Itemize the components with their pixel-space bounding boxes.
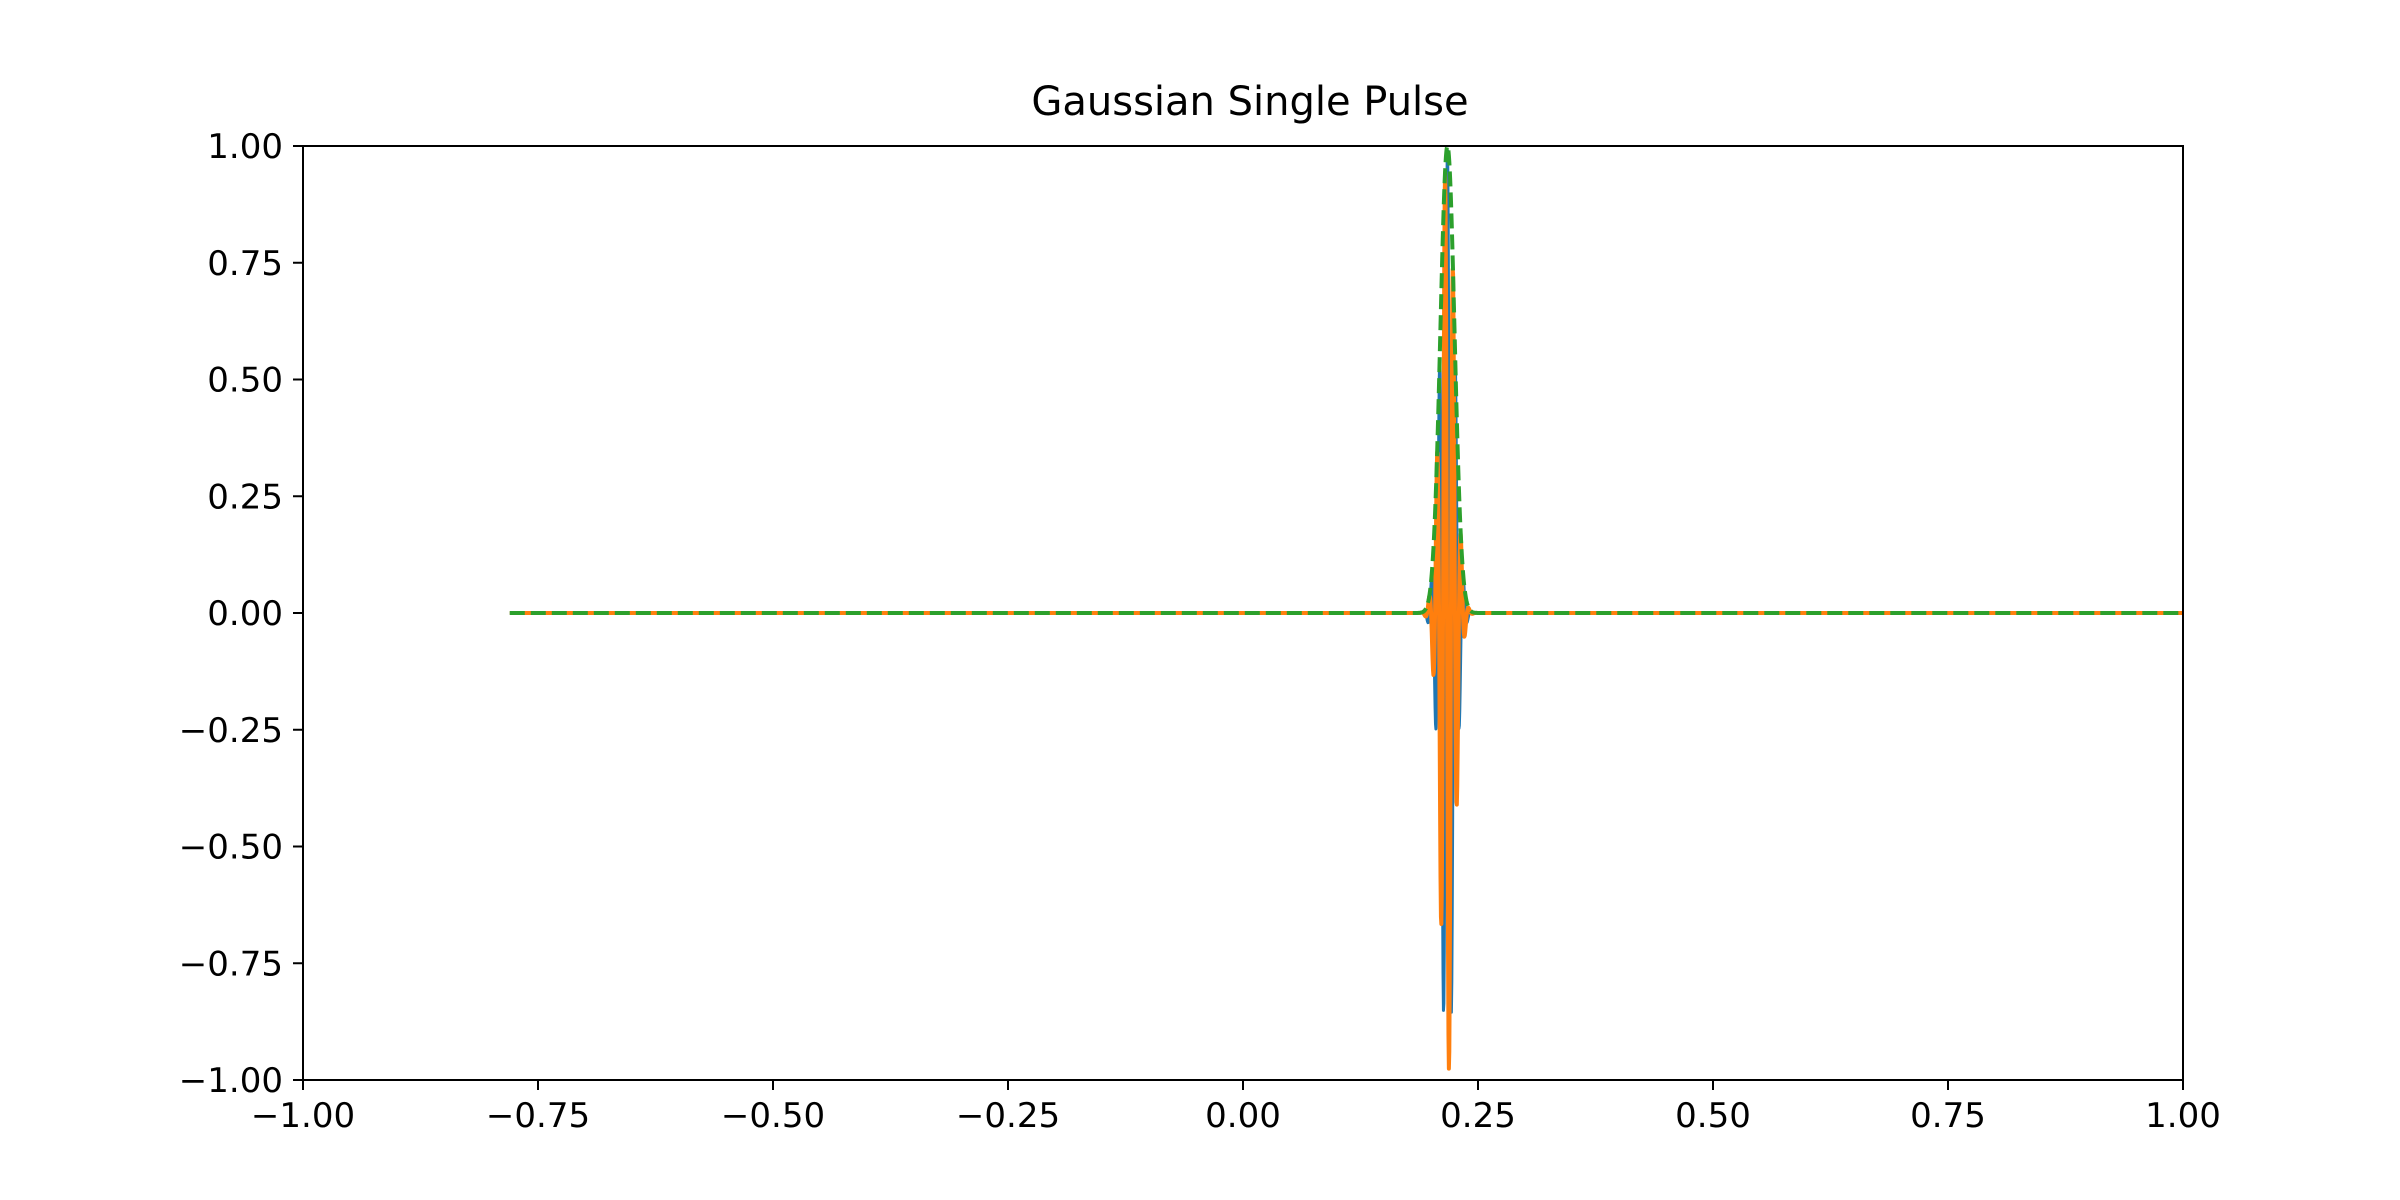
x-tick-label: 0.50 bbox=[1675, 1096, 1751, 1136]
y-tick-label: −0.75 bbox=[179, 944, 283, 984]
series-layer bbox=[508, 144, 2183, 1071]
x-tick-label: 0.25 bbox=[1440, 1096, 1516, 1136]
x-tick-label: 0.00 bbox=[1205, 1096, 1281, 1136]
y-tick-label: 1.00 bbox=[207, 127, 283, 167]
y-tick-label: −0.25 bbox=[179, 711, 283, 751]
series-line-imag bbox=[508, 170, 2183, 1071]
y-tick-label: 0.00 bbox=[207, 594, 283, 634]
x-tick-label: −0.25 bbox=[956, 1096, 1060, 1136]
x-tick-label: 1.00 bbox=[2145, 1096, 2221, 1136]
y-tick-label: −1.00 bbox=[179, 1061, 283, 1101]
axes-layer: −1.00 −0.75 −0.50 −0.25 0.00 0.25 0.50 0.75 1.00… bbox=[179, 127, 2221, 1136]
x-tick-label: −0.75 bbox=[486, 1096, 590, 1136]
y-tick-label: 0.25 bbox=[207, 477, 283, 517]
x-tick-label: 0.75 bbox=[1910, 1096, 1986, 1136]
chart-title: Gaussian Single Pulse bbox=[1031, 79, 1468, 125]
y-tick-label: 0.75 bbox=[207, 244, 283, 284]
x-tick-label: −1.00 bbox=[251, 1096, 355, 1136]
series-line-real bbox=[508, 149, 2183, 1014]
y-tick-label: −0.50 bbox=[179, 828, 283, 868]
x-tick-label: −0.50 bbox=[721, 1096, 825, 1136]
series-line-envelope bbox=[508, 144, 2183, 615]
y-tick-label: 0.50 bbox=[207, 361, 283, 401]
